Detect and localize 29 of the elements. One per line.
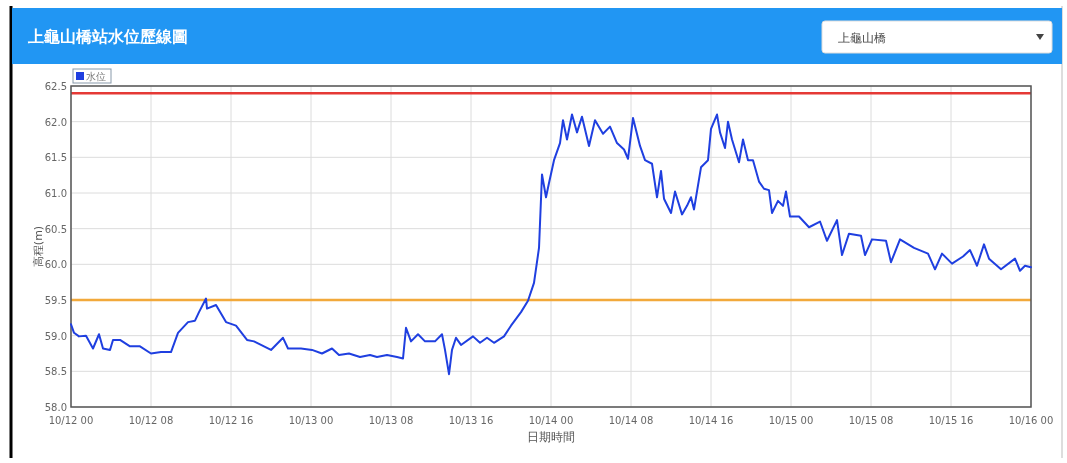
y-tick-label: 61.5 — [44, 152, 67, 164]
y-tick-label: 59.0 — [44, 330, 67, 342]
y-tick-label: 62.5 — [44, 81, 67, 92]
x-tick-label: 10/13 16 — [448, 415, 494, 426]
x-tick-label: 10/12 00 — [48, 415, 94, 426]
x-tick-label: 10/15 00 — [768, 415, 814, 426]
x-tick-label: 10/15 08 — [848, 415, 894, 426]
x-tick-label: 10/14 08 — [608, 415, 654, 426]
x-tick-label: 10/15 16 — [928, 415, 974, 426]
y-tick-label: 58.5 — [44, 366, 67, 378]
y-tick-label: 58.0 — [44, 402, 67, 413]
legend-label: 水位 — [86, 71, 106, 82]
dropdown: 上龜山橋 — [821, 20, 1053, 54]
y-tick-label: 61.0 — [44, 188, 67, 199]
chart-title: 上龜山橋站水位歷線圖 — [27, 27, 188, 46]
y-tick-label: 59.5 — [44, 295, 67, 306]
y-tick-label: 60.5 — [44, 223, 67, 235]
y-axis-title: 高程(m) — [32, 225, 45, 268]
x-axis-title: 日期時間 — [527, 430, 575, 444]
y-tick-label: 62.0 — [44, 116, 67, 128]
x-tick-label: 10/12 08 — [128, 415, 174, 426]
y-tick-label: 60.0 — [44, 259, 67, 271]
x-tick-label: 10/13 00 — [288, 415, 334, 426]
x-tick-label: 10/12 16 — [208, 415, 254, 426]
x-tick-label: 10/13 08 — [368, 415, 414, 426]
x-tick-label: 10/14 16 — [688, 415, 734, 426]
legend: 水位 — [72, 68, 112, 84]
x-tick-label: 10/16 00 — [1008, 415, 1054, 426]
x-tick-label: 10/14 00 — [528, 415, 574, 426]
